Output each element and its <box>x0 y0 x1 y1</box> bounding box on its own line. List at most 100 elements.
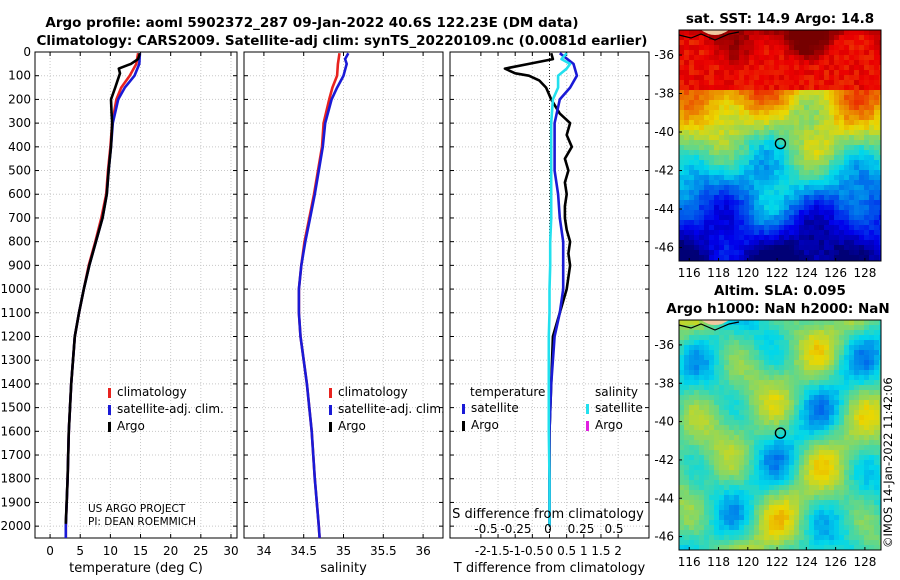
map-cell <box>679 425 685 431</box>
map-cell <box>819 205 825 211</box>
map-cell <box>734 220 740 226</box>
map-cell <box>704 130 710 136</box>
map-cell <box>684 230 690 236</box>
map-cell <box>819 490 825 496</box>
map-cell <box>744 80 750 86</box>
map-cell <box>774 525 780 531</box>
map-cell <box>729 110 735 116</box>
map-cell <box>699 420 705 426</box>
map-cell <box>789 255 795 261</box>
map-cell <box>834 540 840 546</box>
map-cell <box>749 460 755 466</box>
lat-tick-label: -46 <box>654 241 674 255</box>
map-cell <box>804 530 810 536</box>
map-cell <box>744 405 750 411</box>
map-cell <box>724 35 730 41</box>
map-cell <box>854 330 860 336</box>
map-cell <box>789 210 795 216</box>
map-cell <box>864 535 870 541</box>
map-cell <box>689 120 695 126</box>
map-cell <box>714 360 720 366</box>
map-cell <box>834 530 840 536</box>
map-cell <box>784 135 790 141</box>
map-cell <box>824 135 830 141</box>
map-cell <box>769 80 775 86</box>
map-cell <box>784 50 790 56</box>
map-cell <box>834 155 840 161</box>
map-cell <box>769 115 775 121</box>
map-cell <box>844 95 850 101</box>
map-cell <box>859 535 865 541</box>
map-cell <box>709 530 715 536</box>
map-cell <box>759 355 765 361</box>
map-cell <box>824 320 830 326</box>
map-cell <box>724 460 730 466</box>
map-cell <box>829 415 835 421</box>
map-cell <box>819 525 825 531</box>
map-cell <box>714 195 720 201</box>
map-cell <box>849 165 855 171</box>
map-cell <box>719 505 725 511</box>
map-cell <box>834 510 840 516</box>
map-cell <box>754 225 760 231</box>
map-cell <box>739 470 745 476</box>
coastline <box>678 321 740 331</box>
map-cell <box>859 135 865 141</box>
map-cell <box>834 90 840 96</box>
map-cell <box>769 195 775 201</box>
map-cell <box>709 155 715 161</box>
map-cell <box>869 440 875 446</box>
y-tick-label: 1100 <box>0 306 31 320</box>
map-cell <box>684 480 690 486</box>
map-cell <box>854 510 860 516</box>
map-cell <box>829 350 835 356</box>
map-cell <box>684 330 690 336</box>
map-cell <box>874 485 880 491</box>
map-cell <box>684 545 690 551</box>
map-cell <box>869 235 875 241</box>
map-cell <box>769 410 775 416</box>
lat-tick-label: -44 <box>654 491 674 505</box>
map-cell <box>744 150 750 156</box>
y-tick-label: 0 <box>23 45 31 59</box>
map-cell <box>749 110 755 116</box>
map-cell <box>709 480 715 486</box>
map-cell <box>774 400 780 406</box>
map-cell <box>704 435 710 441</box>
map-cell <box>849 65 855 71</box>
map-cell <box>779 330 785 336</box>
map-cell <box>849 120 855 126</box>
map-cell <box>789 380 795 386</box>
map-cell <box>854 45 860 51</box>
map-cell <box>699 400 705 406</box>
map-cell <box>879 205 882 211</box>
map-cell <box>799 80 805 86</box>
map-cell <box>849 170 855 176</box>
map-cell <box>744 520 750 526</box>
map-cell <box>759 525 765 531</box>
map-cell <box>709 55 715 61</box>
map-cell <box>794 385 800 391</box>
map-cell <box>809 470 815 476</box>
map-cell <box>774 40 780 46</box>
map-cell <box>854 130 860 136</box>
map-cell <box>729 490 735 496</box>
map-cell <box>694 230 700 236</box>
map-cell <box>809 230 815 236</box>
map-cell <box>794 505 800 511</box>
map-cell <box>859 210 865 216</box>
map-cell <box>704 245 710 251</box>
map-cell <box>774 325 780 331</box>
map-cell <box>749 480 755 486</box>
map-cell <box>709 95 715 101</box>
map-cell <box>854 400 860 406</box>
map-cell <box>699 170 705 176</box>
map-cell <box>729 405 735 411</box>
map-cell <box>699 175 705 181</box>
map-cell <box>744 135 750 141</box>
map-cell <box>874 355 880 361</box>
map-cell <box>769 530 775 536</box>
map-cell <box>819 195 825 201</box>
map-cell <box>689 355 695 361</box>
map-cell <box>819 485 825 491</box>
